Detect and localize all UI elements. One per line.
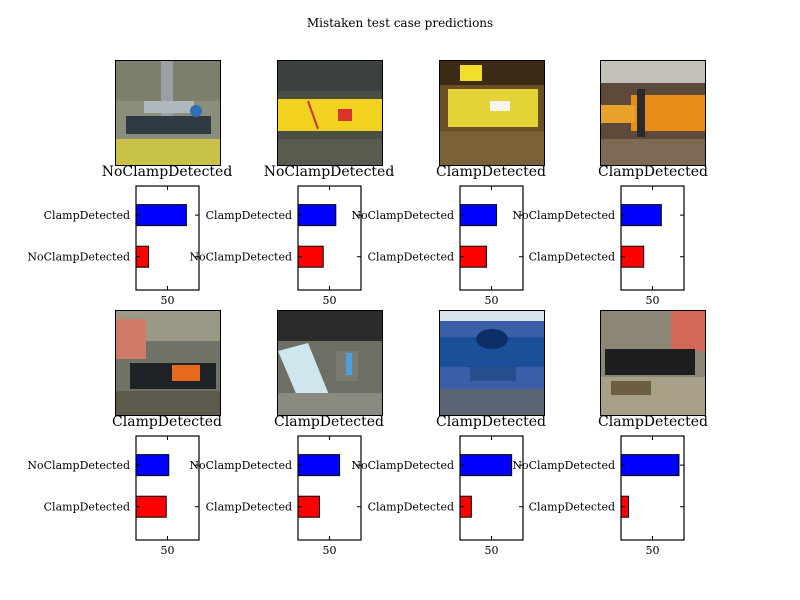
y-tick-label: ClampDetected [529, 251, 615, 264]
y-tick-label: NoClampDetected [27, 251, 130, 264]
y-tick-label: ClampDetected [368, 251, 454, 264]
y-tick-label: ClampDetected [206, 209, 292, 222]
axes-frame [135, 435, 200, 541]
axes-frame [135, 185, 200, 291]
x-tick-label: 50 [161, 544, 175, 557]
test-image-5 [115, 310, 221, 416]
image-caption-3: ClampDetected [436, 164, 546, 180]
test-image-4 [600, 60, 706, 166]
image-caption-7: ClampDetected [436, 414, 546, 430]
y-tick-label: ClampDetected [529, 501, 615, 514]
bar-top [620, 454, 680, 477]
bar-chart-7: NoClampDetected ClampDetected 50 [351, 435, 524, 557]
x-tick-label: 50 [485, 544, 499, 557]
axes-frame [297, 435, 362, 541]
y-tick-label: NoClampDetected [189, 251, 292, 264]
bar-chart-4: NoClampDetected ClampDetected 50 [512, 185, 685, 307]
bar-chart-1: ClampDetected NoClampDetected 50 [27, 185, 200, 307]
x-tick-label: 50 [323, 544, 337, 557]
y-tick-label: NoClampDetected [351, 209, 454, 222]
axes-frame [297, 185, 362, 291]
bar-chart-5: NoClampDetected ClampDetected 50 [27, 435, 200, 557]
axes-frame [620, 435, 685, 541]
bar-chart-2: ClampDetected NoClampDetected 50 [189, 185, 362, 307]
bar-chart-8: NoClampDetected ClampDetected 50 [512, 435, 685, 557]
bar-top [459, 204, 498, 227]
y-tick-label: NoClampDetected [351, 459, 454, 472]
x-tick-label: 50 [161, 294, 175, 307]
bar-bottom [135, 495, 167, 518]
bar-top [297, 204, 337, 227]
y-tick-label: ClampDetected [44, 501, 130, 514]
y-tick-label: NoClampDetected [512, 459, 615, 472]
x-tick-label: 50 [323, 294, 337, 307]
x-tick-label: 50 [485, 294, 499, 307]
bar-chart-3: NoClampDetected ClampDetected 50 [351, 185, 524, 307]
bar-top [620, 204, 662, 227]
image-caption-8: ClampDetected [598, 414, 708, 430]
test-image-7 [439, 310, 545, 416]
y-tick-label: ClampDetected [206, 501, 292, 514]
bar-top [135, 454, 170, 477]
y-tick-label: NoClampDetected [512, 209, 615, 222]
axes-frame [459, 185, 524, 291]
test-image-2 [277, 60, 383, 166]
image-caption-6: ClampDetected [274, 414, 384, 430]
test-image-6 [277, 310, 383, 416]
image-caption-4: ClampDetected [598, 164, 708, 180]
y-tick-label: ClampDetected [44, 209, 130, 222]
bar-top [459, 454, 513, 477]
test-image-8 [600, 310, 706, 416]
y-tick-label: NoClampDetected [27, 459, 130, 472]
y-tick-label: ClampDetected [368, 501, 454, 514]
test-image-3 [439, 60, 545, 166]
image-caption-2: NoClampDetected [263, 164, 395, 180]
test-image-1 [115, 60, 221, 166]
figure-title: Mistaken test case predictions [306, 16, 494, 30]
x-tick-label: 50 [646, 544, 660, 557]
y-tick-label: NoClampDetected [189, 459, 292, 472]
image-caption-5: ClampDetected [112, 414, 222, 430]
axes-frame [459, 435, 524, 541]
x-tick-label: 50 [646, 294, 660, 307]
axes-frame [620, 185, 685, 291]
bar-top [135, 204, 187, 227]
bar-top [297, 454, 341, 477]
bar-chart-6: NoClampDetected ClampDetected 50 [189, 435, 362, 557]
image-caption-1: NoClampDetected [101, 164, 233, 180]
